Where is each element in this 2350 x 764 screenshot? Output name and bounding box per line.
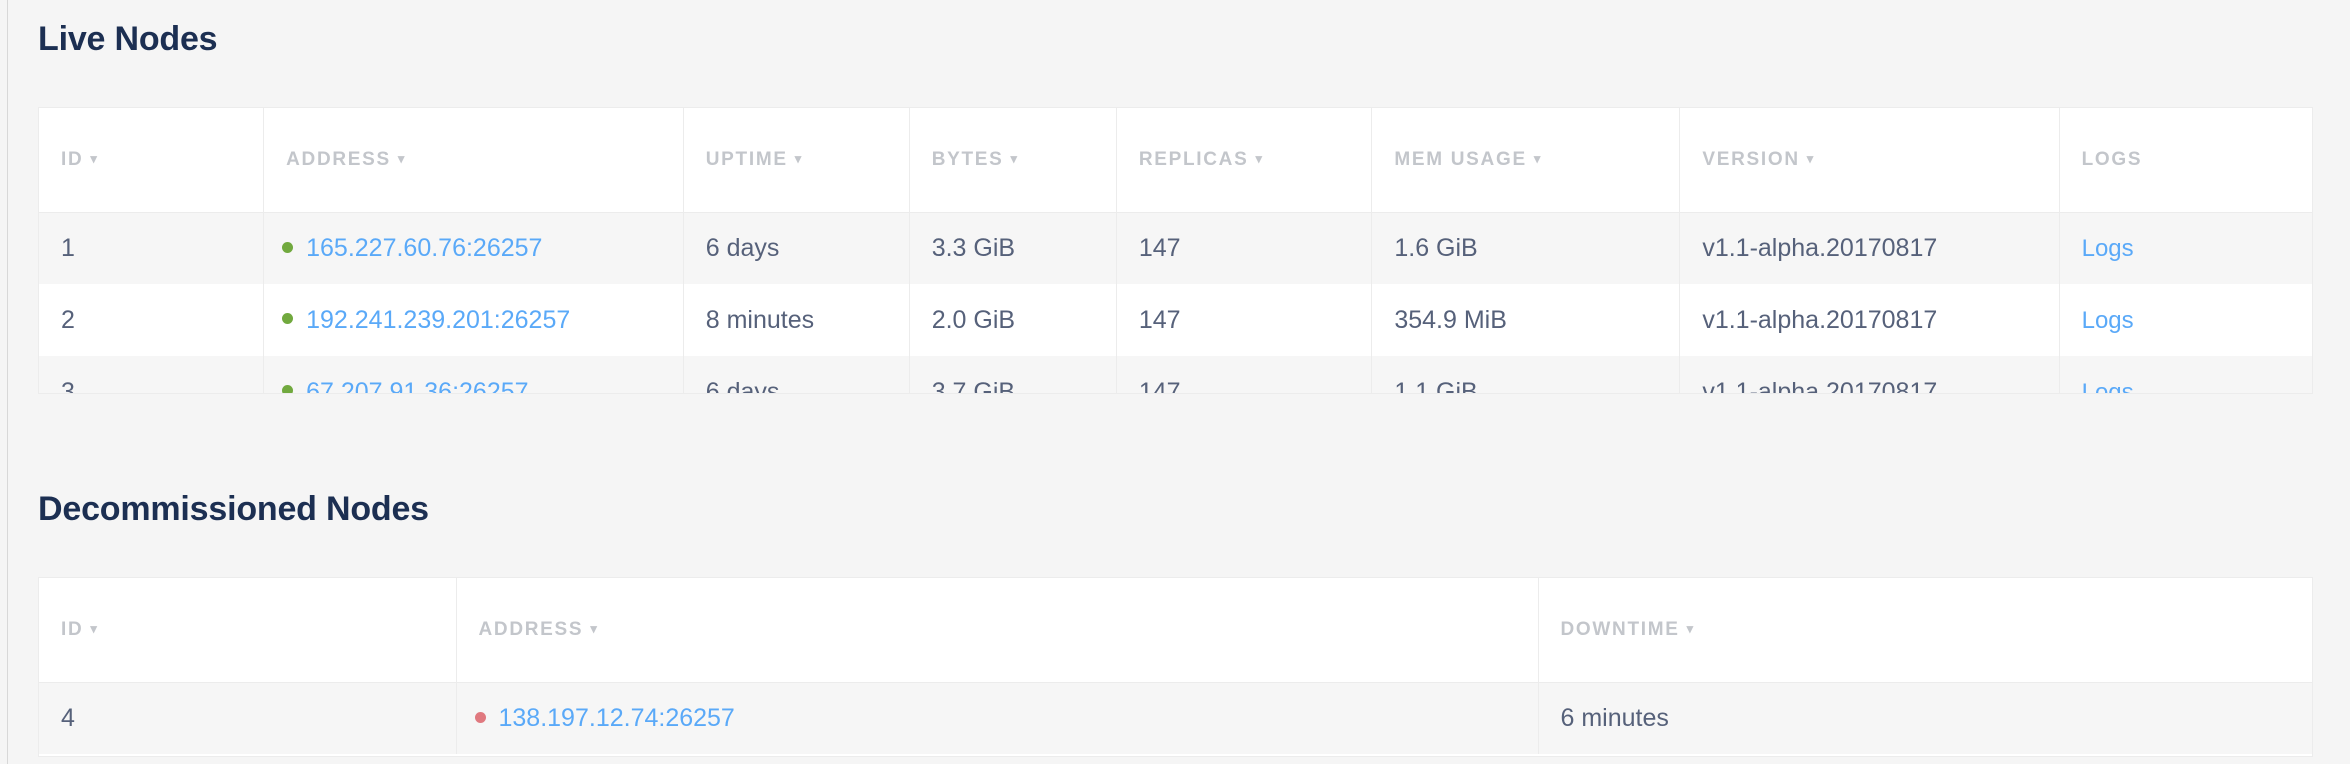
cell-logs: Logs xyxy=(2059,356,2312,394)
cell-id: 2 xyxy=(39,284,265,356)
logs-link[interactable]: Logs xyxy=(2081,306,2134,334)
column-header-logs-label: LOGS xyxy=(2081,148,2143,170)
cell-uptime: 6 days xyxy=(683,356,910,393)
column-header-downtime-label: DOWNTIME xyxy=(1560,618,1680,640)
cell-mem-usage: 354.9 MiB xyxy=(1371,284,1681,356)
column-header-id[interactable]: ID ▾ xyxy=(39,108,265,213)
page-left-edge xyxy=(0,0,8,764)
cell-uptime: 8 minutes xyxy=(683,284,910,356)
live-nodes-table-container: ID ▾ ADDRESS ▾ UPTIME ▾ BYTES ▾ REPLICAS ▾ ME… xyxy=(38,107,2313,394)
column-header-logs: LOGS xyxy=(2059,108,2312,213)
column-header-version[interactable]: VERSION ▾ xyxy=(1679,108,2060,213)
column-header-mem-usage-label: MEM USAGE xyxy=(1394,148,1527,170)
column-header-downtime[interactable]: DOWNTIME ▾ xyxy=(1538,578,2312,683)
table-row: 3 67.207.91.36:26257 6 days 3.7 GiB 147 … xyxy=(39,356,2312,394)
node-address-link[interactable]: 67.207.91.36:26257 xyxy=(306,377,529,394)
cell-mem-usage: 1.1 GiB xyxy=(1371,356,1681,393)
live-nodes-title: Live Nodes xyxy=(38,20,218,58)
column-header-address-label: ADDRESS xyxy=(478,618,584,640)
status-live-icon xyxy=(282,241,294,253)
live-table-header-row: ID ▾ ADDRESS ▾ UPTIME ▾ BYTES ▾ REPLICAS ▾ ME… xyxy=(39,108,2312,213)
cell-uptime: 6 days xyxy=(683,212,910,284)
sort-caret-icon[interactable]: ▾ xyxy=(590,620,597,636)
cell-mem-usage: 1.6 GiB xyxy=(1371,212,1681,284)
sort-caret-icon[interactable]: ▾ xyxy=(90,620,97,636)
cell-replicas: 147 xyxy=(1116,284,1373,356)
node-address-link[interactable]: 138.197.12.74:26257 xyxy=(498,703,735,732)
column-header-id-label: ID xyxy=(61,618,84,640)
decommissioned-nodes-title: Decommissioned Nodes xyxy=(38,490,429,528)
cell-address: 165.227.60.76:26257 xyxy=(263,212,684,284)
node-address-link[interactable]: 165.227.60.76:26257 xyxy=(306,233,543,262)
cell-id: 3 xyxy=(39,356,265,393)
logs-link[interactable]: Logs xyxy=(2081,234,2134,262)
cell-address: 138.197.12.74:26257 xyxy=(456,682,1539,754)
cell-id: 1 xyxy=(39,212,265,284)
status-dead-icon xyxy=(474,711,486,723)
column-header-address-label: ADDRESS xyxy=(286,148,391,170)
column-header-id-label: ID xyxy=(61,148,84,170)
cell-version: v1.1-alpha.20170817 xyxy=(1679,356,2060,393)
decommissioned-nodes-table-container: ID ▾ ADDRESS ▾ DOWNTIME ▾ 4 138.197.12.74:2… xyxy=(38,577,2313,757)
table-row: 1 165.227.60.76:26257 6 days 3.3 GiB 147… xyxy=(39,212,2312,284)
cell-logs: Logs xyxy=(2059,284,2312,356)
table-row: 4 138.197.12.74:26257 6 minutes xyxy=(39,682,2312,754)
sort-caret-icon[interactable]: ▾ xyxy=(397,150,405,166)
cell-logs: Logs xyxy=(2059,212,2312,284)
column-header-address[interactable]: ADDRESS ▾ xyxy=(456,578,1539,683)
column-header-bytes[interactable]: BYTES ▾ xyxy=(909,108,1117,213)
sort-caret-icon[interactable]: ▾ xyxy=(90,150,97,166)
cell-replicas: 147 xyxy=(1116,356,1373,393)
sort-caret-icon[interactable]: ▾ xyxy=(1686,620,1694,636)
logs-link[interactable]: Logs xyxy=(2081,378,2134,394)
column-header-id[interactable]: ID ▾ xyxy=(39,578,457,683)
column-header-replicas-label: REPLICAS xyxy=(1138,148,1249,170)
column-header-replicas[interactable]: REPLICAS ▾ xyxy=(1116,108,1373,213)
cell-replicas: 147 xyxy=(1116,212,1373,284)
column-header-uptime-label: UPTIME xyxy=(705,148,788,170)
sort-caret-icon[interactable]: ▾ xyxy=(794,150,802,166)
cell-downtime: 6 minutes xyxy=(1538,682,2312,754)
decommissioned-nodes-table: ID ▾ ADDRESS ▾ DOWNTIME ▾ 4 138.197.12.74:2… xyxy=(39,578,2312,754)
sort-caret-icon[interactable]: ▾ xyxy=(1255,150,1263,166)
cell-id: 4 xyxy=(39,682,457,754)
column-header-address[interactable]: ADDRESS ▾ xyxy=(263,108,684,213)
node-address-link[interactable]: 192.241.239.201:26257 xyxy=(306,305,571,334)
cell-version: v1.1-alpha.20170817 xyxy=(1679,212,2060,284)
status-live-icon xyxy=(282,313,294,325)
sort-caret-icon[interactable]: ▾ xyxy=(1533,150,1541,166)
sort-caret-icon[interactable]: ▾ xyxy=(1010,150,1018,166)
cell-bytes: 3.7 GiB xyxy=(909,356,1117,393)
column-header-uptime[interactable]: UPTIME ▾ xyxy=(683,108,910,213)
live-nodes-table: ID ▾ ADDRESS ▾ UPTIME ▾ BYTES ▾ REPLICAS ▾ ME… xyxy=(39,108,2312,394)
column-header-version-label: VERSION xyxy=(1702,148,1800,170)
cell-address: 67.207.91.36:26257 xyxy=(263,356,684,394)
cell-address: 192.241.239.201:26257 xyxy=(263,284,684,356)
column-header-bytes-label: BYTES xyxy=(931,148,1004,170)
cell-version: v1.1-alpha.20170817 xyxy=(1679,284,2060,356)
sort-caret-icon[interactable]: ▾ xyxy=(1806,150,1814,166)
column-header-mem-usage[interactable]: MEM USAGE ▾ xyxy=(1371,108,1681,213)
status-live-icon xyxy=(282,385,294,393)
cell-bytes: 2.0 GiB xyxy=(909,284,1117,356)
table-row: 2 192.241.239.201:26257 8 minutes 2.0 Gi… xyxy=(39,284,2312,356)
decommissioned-table-header-row: ID ▾ ADDRESS ▾ DOWNTIME ▾ xyxy=(39,578,2312,683)
cell-bytes: 3.3 GiB xyxy=(909,212,1117,284)
